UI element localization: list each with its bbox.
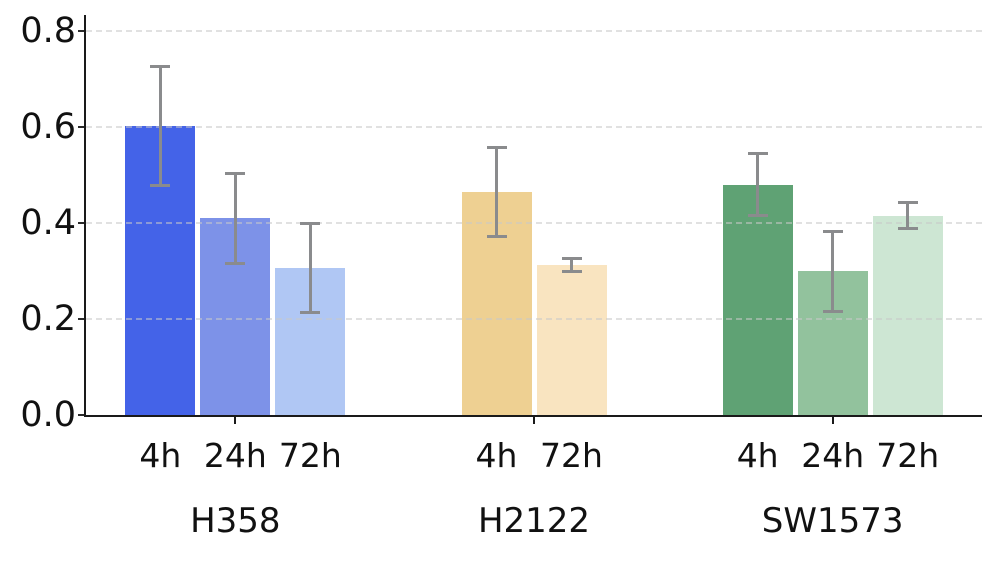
y-tick-mark	[78, 414, 86, 416]
error-bar-cap-bottom	[486, 235, 507, 239]
bar-SW1573-4h	[722, 184, 793, 415]
x-tick-label: 4h	[736, 436, 779, 475]
x-tick-mark	[234, 417, 237, 424]
bar-SW1573-72h	[872, 215, 943, 415]
x-tick-label: 72h	[540, 436, 603, 475]
y-tick-label: 0.2	[20, 299, 76, 339]
group-label: H2122	[477, 501, 591, 541]
group-label: SW1573	[761, 501, 904, 541]
error-bar-cap-top	[822, 229, 843, 233]
error-bar-cap-bottom	[897, 227, 918, 231]
x-tick-label: 72h	[876, 436, 940, 475]
y-tick-mark	[78, 30, 86, 32]
error-bar-stem	[570, 258, 573, 272]
error-bar-stem	[158, 66, 162, 186]
error-bar-cap-top	[225, 171, 246, 175]
error-bar-cap-bottom	[225, 261, 246, 265]
error-bar-stem	[233, 173, 237, 264]
gridline-y-0.4	[86, 222, 982, 224]
y-tick-mark	[78, 126, 86, 128]
x-tick-label: 24h	[801, 436, 865, 475]
y-tick-mark	[78, 318, 86, 320]
bar-H2122-72h	[536, 264, 607, 415]
y-tick-label: 0.8	[20, 11, 76, 51]
x-axis-spine	[86, 415, 982, 417]
gridline-y-0.8	[86, 30, 982, 32]
x-tick-label: 72h	[278, 436, 342, 475]
error-bar-cap-top	[897, 201, 918, 205]
x-tick-label: 4h	[139, 436, 182, 475]
error-bar-stem	[495, 147, 498, 237]
x-tick-mark	[533, 417, 535, 424]
error-bar-cap-bottom	[150, 183, 171, 187]
y-axis-spine	[84, 15, 86, 417]
error-bar-cap-top	[150, 64, 171, 68]
error-bar-stem	[308, 223, 312, 313]
x-tick-label: 4h	[475, 436, 518, 475]
error-bar-cap-top	[300, 221, 321, 225]
x-tick-label: 24h	[203, 436, 267, 475]
error-bar-stem	[906, 202, 910, 229]
group-label: H358	[190, 501, 281, 541]
error-bar-cap-top	[486, 146, 507, 150]
gridline-y-0.6	[86, 126, 982, 128]
error-bar-cap-bottom	[561, 269, 582, 273]
error-bar-cap-top	[747, 152, 768, 156]
y-tick-mark	[78, 222, 86, 224]
y-tick-label: 0.6	[20, 107, 76, 147]
error-bar-cap-bottom	[747, 213, 768, 217]
y-tick-label: 0.4	[20, 203, 76, 243]
error-bar-cap-top	[561, 256, 582, 260]
error-bar-cap-bottom	[822, 310, 843, 314]
error-bar-cap-bottom	[300, 310, 321, 314]
error-bar-stem	[831, 231, 835, 312]
gridline-y-0.2	[86, 318, 982, 320]
error-bar-stem	[756, 153, 760, 216]
y-tick-label: 0.0	[20, 395, 76, 435]
x-tick-mark	[831, 417, 834, 424]
